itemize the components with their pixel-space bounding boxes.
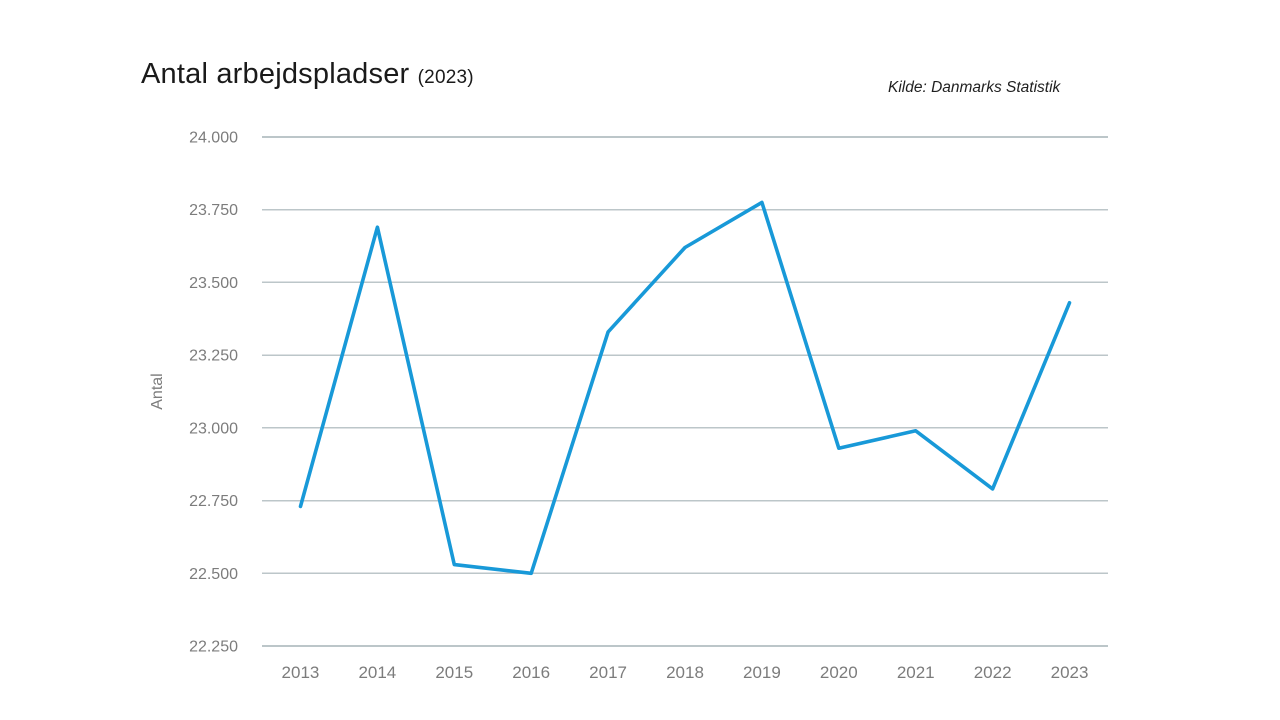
chart-title-text: Antal arbejdspladser bbox=[141, 58, 410, 90]
x-tick-label: 2016 bbox=[512, 663, 550, 682]
x-tick-label: 2021 bbox=[897, 663, 935, 682]
x-tick-label: 2014 bbox=[358, 663, 396, 682]
y-tick-label: 22.500 bbox=[189, 566, 238, 583]
data-series-line bbox=[298, 200, 1072, 576]
x-tick-label: 2019 bbox=[743, 663, 781, 682]
chart-title-year-note: (2023) bbox=[417, 67, 474, 88]
x-tick-label: 2020 bbox=[820, 663, 858, 682]
y-axis-title: Antal bbox=[149, 373, 166, 409]
y-tick-label: 23.250 bbox=[189, 348, 238, 365]
source-note: Kilde: Danmarks Statistik bbox=[888, 79, 1061, 96]
x-tick-label: 2018 bbox=[666, 663, 704, 682]
y-tick-label: 22.750 bbox=[189, 493, 238, 510]
x-tick-label: 2013 bbox=[282, 663, 320, 682]
y-tick-label: 23.500 bbox=[189, 275, 238, 292]
chart-title: Antal arbejdspladser (2023) bbox=[141, 58, 474, 91]
y-tick-label: 23.750 bbox=[189, 202, 238, 219]
y-tick-label: 24.000 bbox=[189, 130, 238, 147]
x-tick-label: 2015 bbox=[435, 663, 473, 682]
x-tick-label: 2022 bbox=[974, 663, 1012, 682]
x-tick-label: 2017 bbox=[589, 663, 627, 682]
y-tick-label: 23.000 bbox=[189, 420, 238, 437]
y-tick-label: 22.250 bbox=[189, 639, 238, 656]
x-tick-label: 2023 bbox=[1051, 663, 1089, 682]
